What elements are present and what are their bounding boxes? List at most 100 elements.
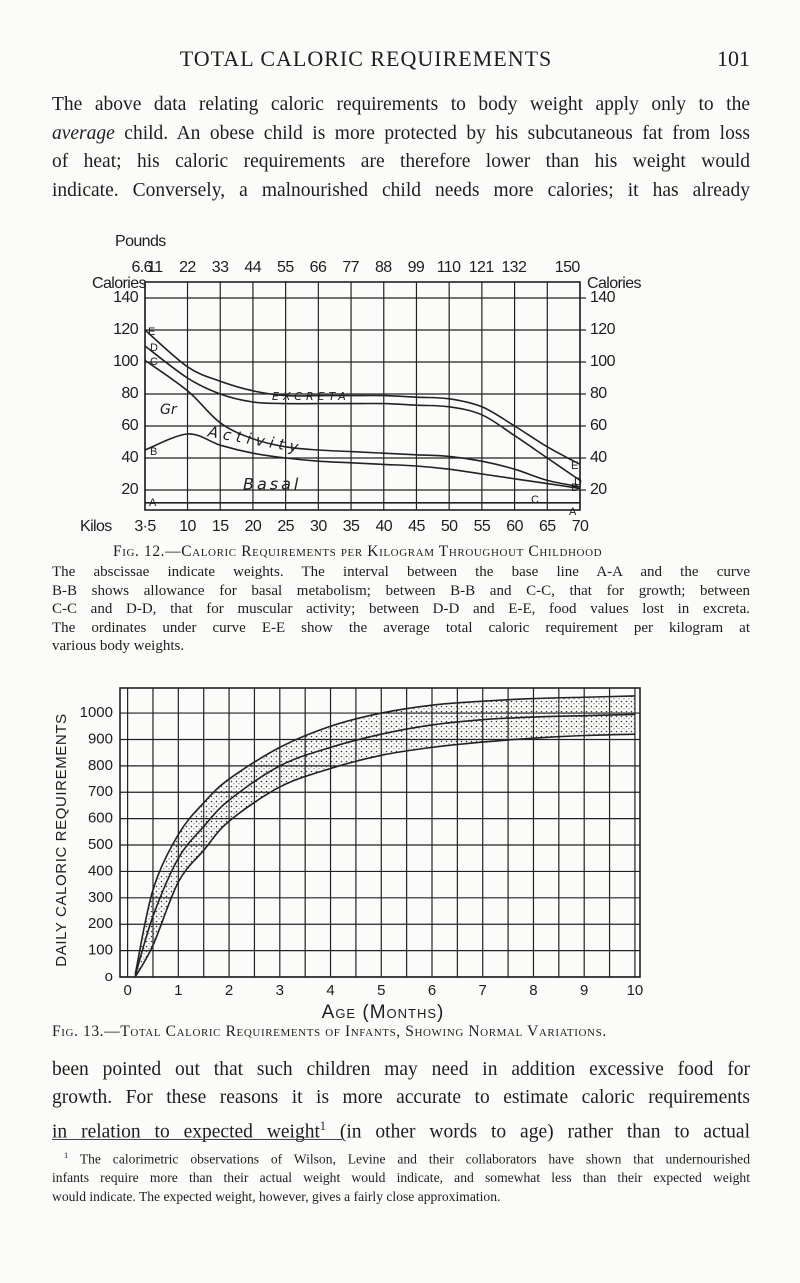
- x-tick-label: 35: [343, 518, 360, 535]
- x-tick-label: 65: [539, 518, 556, 535]
- y2-tick-label: 80: [590, 385, 607, 402]
- x2-tick-label: 88: [375, 259, 392, 276]
- curve: [134, 713, 635, 976]
- text-line: average child. An obese child is more pr…: [52, 120, 750, 149]
- figure-legend: The abscissae indicate weights. The inte…: [52, 563, 750, 656]
- x-tick-label: 1: [174, 982, 182, 999]
- x-tick-label: 0: [123, 982, 131, 999]
- curve-label: A: [149, 497, 157, 509]
- curve-label: D: [150, 342, 158, 354]
- curve: [134, 733, 635, 978]
- y2-axis-title: Calories: [587, 275, 641, 292]
- x2-tick-label: 6.6: [132, 259, 153, 276]
- page-number: 101: [717, 46, 750, 71]
- paragraph: The above data relating caloric requirem…: [52, 91, 750, 205]
- text-line: would indicate. The expected weight, how…: [52, 1188, 501, 1204]
- plot-frame: [119, 687, 641, 978]
- text-line: C-C and D-D, that for muscular activity;…: [52, 601, 750, 618]
- curve-label: D: [574, 476, 582, 488]
- figure-12: Pounds Kilos Calories Calories Gr EXCRET…: [80, 233, 642, 535]
- x2-tick-label: 121: [469, 259, 495, 276]
- text: child. An obese child is more protected …: [114, 122, 750, 144]
- x-tick-label: 25: [277, 518, 294, 535]
- footnote-marker: 1: [64, 1150, 69, 1160]
- x-tick-label: 40: [375, 518, 392, 535]
- x-tick-label: 55: [474, 518, 491, 535]
- y-tick-label: 400: [88, 862, 113, 879]
- x-tick-label: 9: [580, 982, 588, 999]
- x-tick-label: 3: [276, 982, 284, 999]
- curve-label: B: [150, 446, 157, 458]
- y-axis-title: DAILY CALORIC REQUIREMENTS: [53, 713, 70, 966]
- figure-13: DAILY CALORIC REQUIREMENTS Age (Months) …: [53, 687, 643, 1023]
- y2-tick-label: 120: [590, 321, 616, 338]
- y-tick-label: 700: [88, 783, 113, 800]
- y-axis-title: Calories: [92, 275, 146, 292]
- y-tick-label: 120: [113, 321, 139, 338]
- emphasis: average: [52, 122, 115, 144]
- x-tick-label: 10: [179, 518, 196, 535]
- x-tick-label: 15: [212, 518, 229, 535]
- running-head: TOTAL CALORIC REQUIREMENTS: [179, 46, 553, 71]
- x2-tick-label: 44: [244, 259, 261, 276]
- y2-tick-label: 60: [590, 417, 607, 434]
- y-tick-label: 60: [121, 417, 138, 434]
- x-tick-label: 8: [529, 982, 537, 999]
- figure-caption: Fig. 12.—Caloric Requirements per Kilogr…: [113, 543, 603, 560]
- x-tick-label: 3·5: [134, 518, 156, 535]
- x-tick-label: 7: [479, 982, 487, 999]
- curve-label: B: [571, 482, 578, 494]
- footnote-rule: [52, 1139, 342, 1140]
- y-tick-label: 900: [88, 730, 113, 747]
- y2-tick-label: 20: [590, 481, 607, 498]
- curve-label: C: [531, 494, 539, 506]
- plot-frame: [144, 281, 581, 511]
- footnote-ref: 1: [319, 1119, 326, 1133]
- x2-tick-label: 110: [437, 259, 461, 276]
- y-tick-label: 140: [113, 289, 139, 306]
- annotation: Basal: [243, 475, 301, 494]
- annotation: EXCRETA: [272, 390, 350, 403]
- text-line: The above data relating caloric requirem…: [52, 94, 750, 115]
- curve-label: E: [148, 326, 155, 338]
- x2-tick-label: 33: [212, 259, 229, 276]
- variation-band: [135, 695, 635, 977]
- curve-label: E: [571, 460, 578, 472]
- curve: [144, 359, 581, 488]
- y2-tick-label: 140: [590, 289, 616, 306]
- x-tick-label: 45: [408, 518, 425, 535]
- x-tick-label: 20: [245, 518, 262, 535]
- text-line: infants require more than their actual w…: [52, 1170, 750, 1186]
- y-tick-label: 100: [113, 353, 139, 370]
- y-tick-label: 600: [88, 810, 113, 827]
- footnote: 1 The calorimetric observations of Wilso…: [52, 1146, 750, 1206]
- curve: [144, 433, 581, 490]
- x-axis-title: Kilos: [80, 518, 112, 535]
- y-tick-label: 800: [88, 757, 113, 774]
- curve-label: A: [569, 506, 577, 518]
- x2-tick-label: 66: [310, 259, 327, 276]
- paragraph: been pointed out that such children may …: [52, 1056, 750, 1147]
- x-tick-label: 6: [428, 982, 436, 999]
- x2-tick-label: 11: [147, 259, 163, 276]
- curve: [144, 329, 581, 466]
- x-tick-label: 50: [441, 518, 458, 535]
- x2-tick-label: 77: [342, 259, 359, 276]
- x-tick-label: 70: [572, 518, 589, 535]
- curve: [144, 345, 581, 482]
- top-axis-title: Pounds: [115, 233, 166, 250]
- text-line: B-B shows allowance for basal metabolism…: [52, 582, 750, 599]
- text: in relation to expected weight: [52, 1121, 320, 1143]
- x2-tick-label: 150: [555, 259, 581, 276]
- text-line: The abscissae indicate weights. The inte…: [52, 564, 750, 580]
- x2-tick-label: 22: [179, 259, 196, 276]
- x-tick-label: 60: [506, 518, 523, 535]
- y-tick-label: o: [105, 968, 113, 985]
- curve-label: C: [150, 356, 158, 368]
- text-line: The ordinates under curve E-E show the a…: [52, 619, 750, 636]
- x-tick-label: 2: [225, 982, 233, 999]
- text: (in other words to age) rather than to a…: [325, 1121, 750, 1143]
- text-line: in relation to expected weight1 (in othe…: [52, 1112, 750, 1147]
